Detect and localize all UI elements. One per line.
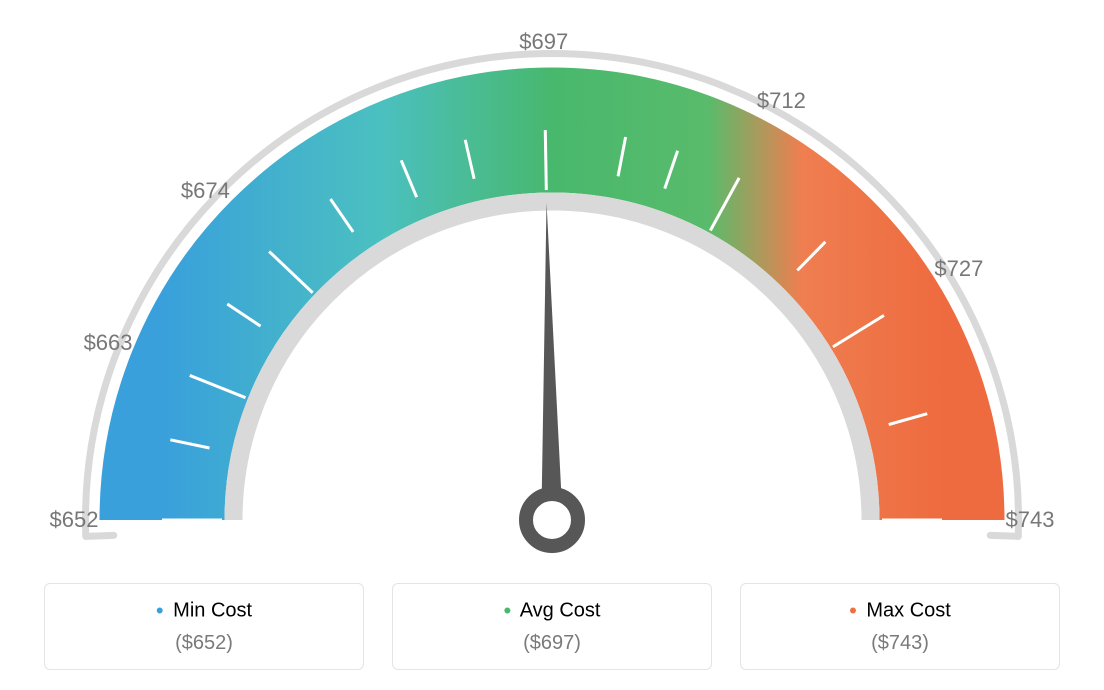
- gauge-tick-label: $674: [181, 178, 230, 204]
- legend-card-min: • Min Cost ($652): [44, 583, 364, 670]
- legend-value-min: ($652): [53, 632, 355, 655]
- dot-icon: •: [504, 598, 512, 623]
- legend-value-max: ($743): [749, 632, 1051, 655]
- legend-text: Avg Cost: [520, 599, 601, 621]
- legend-text: Min Cost: [173, 599, 252, 621]
- gauge-tick-label: $743: [1006, 507, 1055, 533]
- legend-card-avg: • Avg Cost ($697): [392, 583, 712, 670]
- dot-icon: •: [156, 598, 164, 623]
- legend-text: Max Cost: [866, 599, 950, 621]
- legend-row: • Min Cost ($652) • Avg Cost ($697) • Ma…: [0, 583, 1104, 670]
- gauge-tick-label: $712: [757, 88, 806, 114]
- legend-label-avg: • Avg Cost: [401, 598, 703, 624]
- gauge-tick-label: $697: [519, 29, 568, 55]
- cost-gauge: $652 $663 $674 $697 $712 $727 $743: [0, 0, 1104, 560]
- legend-label-min: • Min Cost: [53, 598, 355, 624]
- gauge-tick-label: $652: [50, 507, 99, 533]
- legend-card-max: • Max Cost ($743): [740, 583, 1060, 670]
- gauge-tick-label: $727: [934, 256, 983, 282]
- gauge-tick-label: $663: [84, 330, 133, 356]
- dot-icon: •: [849, 598, 857, 623]
- legend-value-avg: ($697): [401, 632, 703, 655]
- legend-label-max: • Max Cost: [749, 598, 1051, 624]
